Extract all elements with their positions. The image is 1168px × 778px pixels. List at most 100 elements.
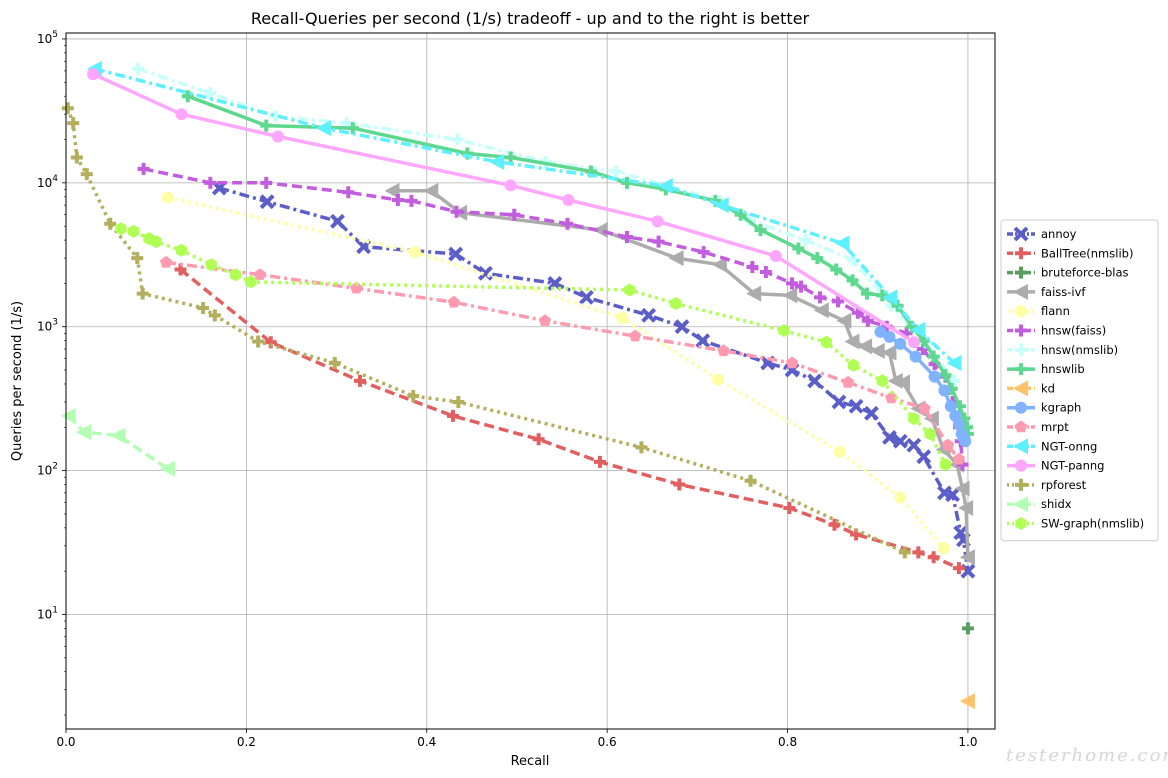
- data-point: [944, 400, 957, 413]
- data-point: [713, 197, 729, 214]
- series-ngt-panng: [87, 68, 920, 349]
- data-point: [508, 208, 521, 221]
- data-point: [695, 333, 711, 349]
- data-point: [754, 224, 767, 237]
- data-point: [861, 314, 874, 327]
- data-point: [579, 289, 594, 305]
- legend-label: hnsw(nmslib): [1041, 343, 1118, 357]
- data-point: [952, 452, 966, 465]
- data-point: [229, 268, 242, 282]
- data-point: [504, 151, 517, 164]
- legend-label: bruteforce-blas: [1041, 266, 1129, 280]
- x-tick-label: 0.2: [237, 735, 256, 749]
- data-point: [409, 246, 422, 259]
- legend-entry-hnsw-nmslib: hnsw(nmslib): [1007, 343, 1118, 357]
- data-point: [857, 338, 873, 355]
- data-point: [115, 222, 127, 236]
- legend-label: kd: [1041, 381, 1055, 395]
- data-point: [928, 370, 941, 383]
- series-kgraph: [874, 325, 972, 448]
- data-point: [860, 287, 873, 300]
- data-point: [939, 458, 951, 472]
- data-point: [834, 235, 850, 252]
- data-point: [208, 309, 221, 322]
- data-point: [407, 389, 420, 402]
- data-point: [847, 358, 859, 372]
- data-point: [592, 222, 608, 239]
- legend-swatch-marker: [1015, 478, 1027, 491]
- series-kd: [959, 693, 975, 710]
- series-bruteforce-blas: [961, 622, 974, 635]
- data-point: [937, 541, 950, 554]
- data-point: [175, 243, 188, 257]
- legend-label: hnsw(faiss): [1041, 324, 1106, 338]
- data-point: [912, 546, 925, 559]
- data-point: [330, 213, 345, 229]
- data-point: [836, 312, 852, 329]
- data-point: [657, 178, 673, 195]
- data-point: [350, 281, 363, 294]
- x-tick-label: 0.4: [417, 735, 436, 749]
- data-point: [952, 418, 965, 431]
- grid-lines: [65, 33, 995, 729]
- data-point: [941, 438, 955, 451]
- legend-entry-mrpt: mrpt: [1007, 420, 1069, 434]
- legend-label: SW-graph(nmslib): [1041, 517, 1144, 531]
- legend-entry-balltree-nmslib: BallTree(nmslib): [1007, 246, 1133, 260]
- data-point: [734, 208, 747, 221]
- data-point: [778, 324, 790, 338]
- data-point: [891, 299, 904, 312]
- series-line: [67, 414, 169, 471]
- data-point: [346, 122, 359, 135]
- data-point: [746, 261, 759, 274]
- data-point: [811, 252, 824, 265]
- y-axis-label: Queries per second (1/s): [10, 301, 25, 461]
- legend-box: [1000, 219, 1159, 542]
- data-point: [785, 356, 799, 369]
- data-point: [924, 427, 936, 441]
- data-point: [128, 224, 140, 238]
- data-point: [916, 449, 932, 465]
- data-point: [197, 301, 210, 314]
- data-point: [70, 151, 83, 164]
- data-point: [76, 424, 92, 441]
- legend-swatch-marker: [1015, 324, 1027, 337]
- data-point: [670, 297, 682, 310]
- legend-swatch-marker: [1013, 226, 1029, 242]
- data-point: [621, 231, 634, 244]
- data-point: [828, 518, 841, 531]
- data-point: [423, 182, 439, 199]
- data-point: [593, 455, 606, 468]
- legend-entry-faiss-ivf: faiss-ivf: [1007, 283, 1086, 300]
- series-mrpt: [159, 255, 966, 465]
- legend-label: kgraph: [1041, 401, 1081, 415]
- legend-swatch-marker: [1013, 380, 1028, 397]
- legend-swatch-marker: [1013, 283, 1028, 300]
- data-point: [848, 398, 864, 414]
- data-point: [628, 329, 642, 342]
- chart-title: Recall-Queries per second (1/s) tradeoff…: [251, 9, 810, 28]
- data-point: [906, 437, 922, 453]
- data-point: [769, 250, 782, 263]
- data-point: [959, 693, 975, 710]
- data-point: [782, 287, 798, 304]
- series-hnsw-nmslib: [132, 62, 961, 387]
- legend-entry-bruteforce-blas: bruteforce-blas: [1007, 266, 1129, 280]
- legend-entry-hnsw-faiss: hnsw(faiss): [1007, 324, 1106, 338]
- data-point: [945, 487, 961, 503]
- legend-swatch-marker: [1013, 496, 1028, 513]
- series-line: [165, 260, 961, 461]
- data-point: [910, 321, 926, 338]
- x-tick-label: 0.0: [56, 735, 75, 749]
- series-sw-graph-nmslib: [115, 222, 951, 472]
- data-point: [746, 285, 762, 302]
- data-point: [61, 102, 74, 115]
- data-point: [792, 242, 805, 255]
- data-point: [869, 342, 885, 359]
- data-point: [159, 460, 175, 477]
- data-point: [882, 430, 897, 445]
- data-point: [451, 133, 464, 146]
- data-point: [894, 491, 907, 504]
- data-point: [918, 402, 931, 414]
- data-point: [958, 499, 974, 516]
